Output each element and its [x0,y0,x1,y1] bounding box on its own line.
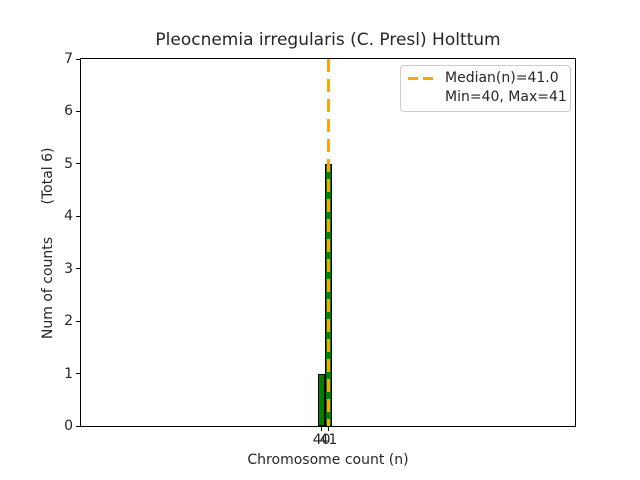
y-tick-label: 7 [64,51,73,67]
y-tick-mark [76,373,80,375]
y-tick-mark [76,163,80,165]
plot-area: 0 1 2 3 4 5 6 7 40 41 [64,51,576,448]
y-tick-mark [76,110,80,112]
y-tick-label: 5 [64,155,73,172]
bar-40 [318,373,326,426]
y-tick-label: 0 [64,418,73,434]
y-tick-label: 6 [64,103,73,120]
y-tick-mark [76,215,80,217]
legend-label-minmax: Min=40, Max=41 [445,89,567,105]
y-tick-mark [76,268,80,270]
x-tick-label: 41 [319,432,338,448]
y-axis-label: Num of counts [40,236,56,340]
x-axis-label: Chromosome count (n) [247,452,409,468]
legend-label-median: Median(n)=41.0 [445,70,559,86]
x-tick-mark [327,427,329,431]
x-tick-label: 40 [312,432,331,448]
median-line [327,59,330,426]
legend-entry-median: Median(n)=41.0 [408,69,562,88]
y-axis-total-note: (Total 6) [40,147,56,205]
y-tick-label: 1 [64,365,73,382]
y-tick-mark [76,320,80,322]
legend-empty-symbol [408,96,435,99]
y-tick-label: 3 [64,260,73,277]
y-tick-label: 2 [64,313,73,330]
y-tick-label: 4 [64,208,73,225]
legend-entry-minmax: Min=40, Max=41 [408,88,567,107]
median-dashed-line-icon [408,77,435,80]
x-tick-mark [321,427,323,431]
y-tick-mark [76,58,80,60]
y-tick-mark [76,425,80,427]
legend: Median(n)=41.0 Min=40, Max=41 [400,65,571,112]
chart-title: Pleocnemia irregularis (C. Presl) Holttu… [155,30,501,50]
